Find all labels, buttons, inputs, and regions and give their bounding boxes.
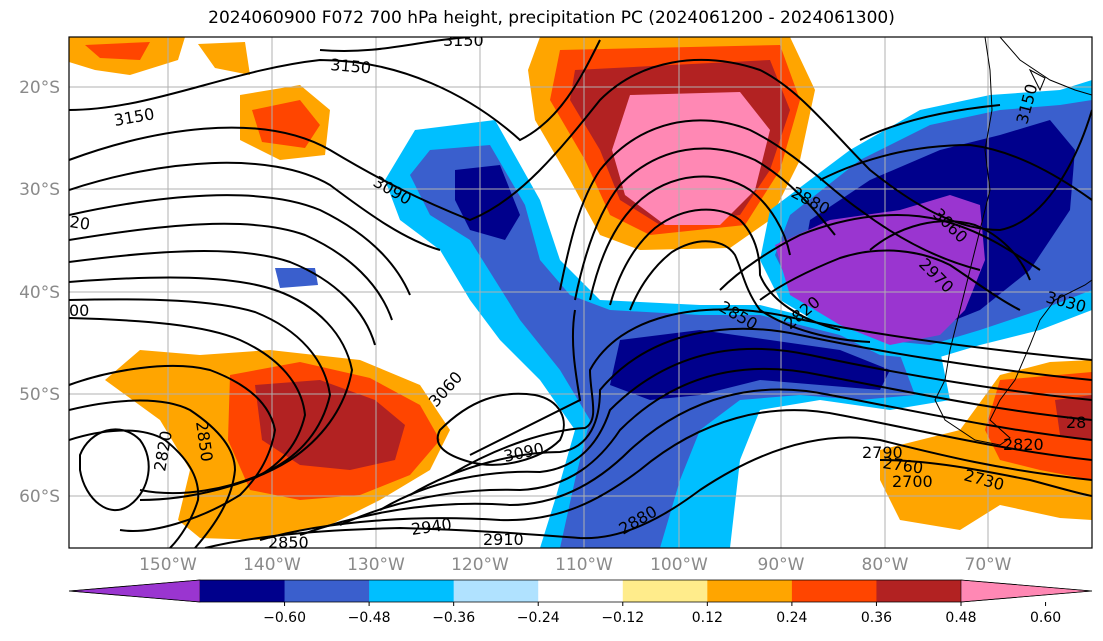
colorbar-tick-label: −0.12: [601, 610, 644, 626]
contour-label: 3150: [443, 31, 484, 50]
lon-label: 120°W: [451, 555, 509, 575]
contour-label: 2910: [483, 530, 524, 549]
colorbar-segment: [791, 580, 877, 602]
latitude-labels: 20°S 30°S 40°S 50°S 60°S: [19, 78, 60, 507]
lat-label: 60°S: [19, 487, 60, 507]
lon-label: 130°W: [347, 555, 405, 575]
longitude-labels: 150°W 140°W 130°W 120°W 110°W 100°W 90°W…: [139, 555, 1012, 575]
colorbar-segment: [876, 580, 962, 602]
colorbar-tick-label: 0.48: [945, 610, 976, 626]
lat-label: 50°S: [19, 385, 60, 405]
lon-label: 70°W: [965, 555, 1012, 575]
colorbar-tick-label: −0.24: [517, 610, 560, 626]
colorbar-tick-label: 0.36: [861, 610, 892, 626]
colorbar-segment: [538, 580, 624, 602]
lon-label: 90°W: [758, 555, 805, 575]
colorbar-tick-label: 0.24: [776, 610, 807, 626]
lon-label: 80°W: [862, 555, 909, 575]
contour-label: 2850: [268, 533, 309, 552]
contour-label: 00: [69, 301, 89, 320]
colorbar-extend-low: [68, 579, 201, 603]
contour-label: 3150: [330, 55, 372, 77]
colorbar-segment: [453, 580, 539, 602]
lat-label: 20°S: [19, 78, 60, 98]
colorbar-tick-label: 0.60: [1030, 610, 1061, 626]
lon-label: 100°W: [650, 555, 708, 575]
colorbar-tick-label: −0.60: [263, 610, 306, 626]
colorbar-extend-high: [960, 579, 1093, 603]
colorbar-tick-label: −0.36: [432, 610, 475, 626]
height-contours: [69, 37, 1092, 548]
contour-label: 2820: [1003, 435, 1044, 454]
lon-label: 110°W: [555, 555, 613, 575]
colorbar-tick-label: 0.12: [692, 610, 723, 626]
colorbar-segment: [200, 580, 286, 602]
colorbar-segment: [369, 580, 455, 602]
lat-label: 40°S: [19, 283, 60, 303]
map-title: 2024060900 F072 700 hPa height, precipit…: [208, 8, 895, 28]
contour-label: 2700: [892, 472, 933, 491]
lon-label: 150°W: [139, 555, 197, 575]
lon-label: 140°W: [243, 555, 301, 575]
colorbar-segment: [284, 580, 370, 602]
precip-shading: [69, 37, 1092, 548]
map-frame: [68, 36, 1093, 549]
lat-label: 30°S: [19, 180, 60, 200]
coastline: [934, 37, 1092, 446]
contour-label: 28: [1066, 413, 1086, 432]
colorbar-frame: [68, 579, 1093, 603]
colorbar: −0.60 −0.48 −0.36 −0.24 −0.12 0.12 0.24 0.36 0.4…: [68, 579, 1093, 626]
colorbar-segment: [622, 580, 708, 602]
colorbar-segment: [707, 580, 793, 602]
contour-label: 2790: [862, 443, 903, 462]
colorbar-tick-label: −0.48: [348, 610, 391, 626]
contour-label: 20: [68, 212, 91, 234]
